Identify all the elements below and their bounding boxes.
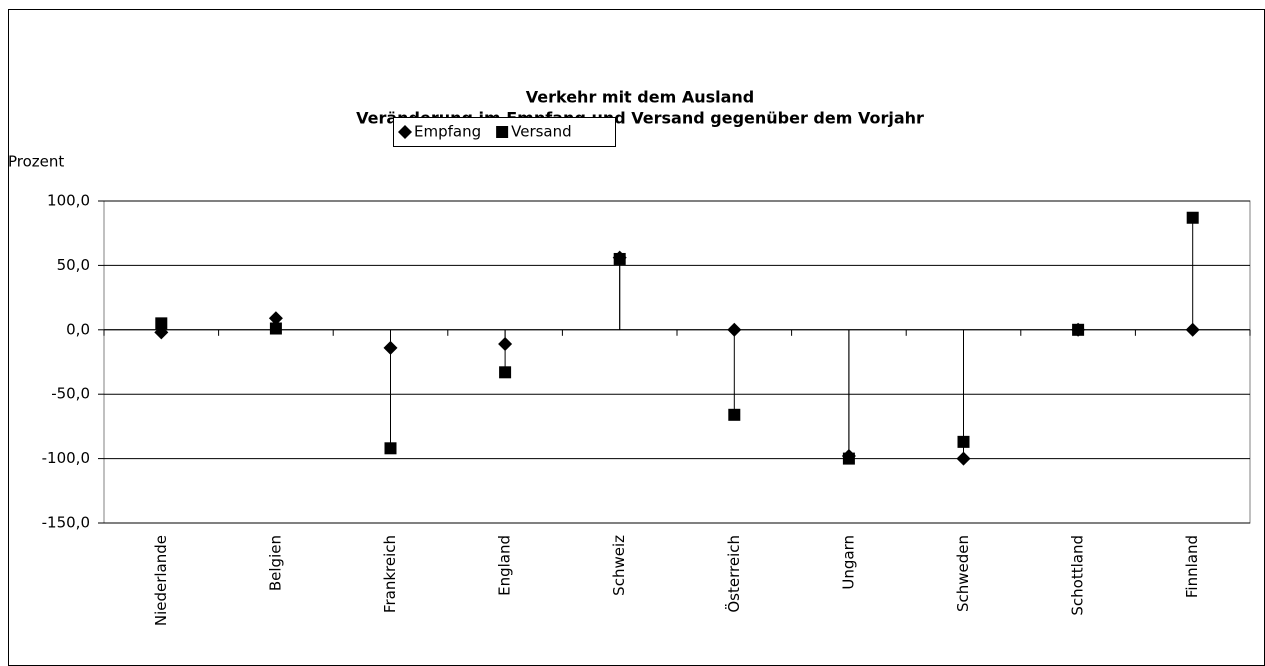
x-tick-label: Schweden — [954, 535, 972, 612]
y-tick-label: -50,0 — [51, 385, 90, 403]
legend-label: Versand — [511, 123, 572, 141]
marker-square — [728, 408, 741, 421]
marker-square — [496, 126, 509, 138]
y-tick-label: -150,0 — [42, 514, 90, 532]
y-tick-label: -100,0 — [42, 449, 90, 467]
legend-label: Empfang — [414, 123, 481, 141]
y-tick-label: 50,0 — [57, 256, 90, 274]
x-tick-label: Ungarn — [839, 535, 857, 590]
marker-square — [613, 252, 626, 265]
x-tick-label: England — [496, 535, 514, 596]
y-axis-label: Prozent — [8, 153, 64, 171]
x-tick-label: Schweiz — [610, 535, 628, 596]
x-tick-label: Finnland — [1183, 535, 1201, 598]
marker-square — [155, 317, 168, 330]
marker-diamond — [268, 311, 283, 326]
chart-title: Verkehr mit dem Ausland — [526, 88, 755, 107]
marker-diamond — [1185, 322, 1200, 337]
y-tick-label: 100,0 — [47, 192, 90, 210]
marker-square — [1186, 211, 1199, 224]
y-tick-label: 0,0 — [66, 320, 90, 338]
x-tick-label: Frankreich — [381, 535, 399, 613]
marker-square — [1072, 323, 1085, 336]
plot-area — [103, 200, 1251, 524]
marker-square — [957, 435, 970, 448]
marker-diamond — [398, 125, 412, 139]
marker-square — [842, 452, 855, 465]
x-tick-label: Niederlande — [152, 535, 170, 626]
marker-diamond — [383, 340, 398, 355]
x-tick-label: Belgien — [266, 535, 284, 591]
x-tick-label: Österreich — [724, 535, 743, 613]
marker-diamond — [956, 451, 971, 466]
x-tick-label: Schottland — [1069, 535, 1087, 616]
marker-square — [499, 366, 512, 379]
marker-square — [269, 322, 282, 335]
marker-diamond — [498, 336, 513, 351]
marker-square — [384, 442, 397, 455]
marker-diamond — [727, 322, 742, 337]
